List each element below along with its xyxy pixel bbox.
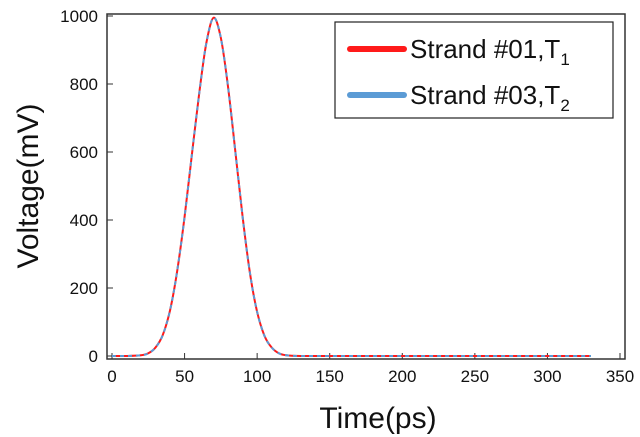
x-tick-label: 300 <box>533 367 561 386</box>
y-axis-title: Voltage(mV) <box>12 103 45 268</box>
y-tick-label: 800 <box>70 75 98 94</box>
legend: Strand #01,T1 Strand #03,T2 <box>334 21 614 119</box>
y-tick-label: 200 <box>70 279 98 298</box>
x-tick-label: 0 <box>107 367 116 386</box>
x-tick-label: 250 <box>461 367 489 386</box>
x-axis-ticks: 0 50 100 150 200 250 300 350 <box>107 353 634 386</box>
series-layer <box>111 16 591 358</box>
x-axis-title: Time(ps) <box>319 402 436 435</box>
legend-box <box>334 21 614 119</box>
plot-frame <box>106 13 626 360</box>
x-tick-label: 350 <box>606 367 634 386</box>
y-tick-label: 1000 <box>60 7 98 26</box>
y-tick-label: 600 <box>70 143 98 162</box>
x-tick-label: 50 <box>175 367 194 386</box>
x-tick-label: 150 <box>316 367 344 386</box>
y-axis-ticks: 0 200 400 600 800 1000 <box>60 7 113 366</box>
legend-label-series-1: Strand #01,T1 <box>410 34 570 69</box>
legend-label-series-2: Strand #03,T2 <box>410 80 570 115</box>
series-line-2 <box>111 16 591 358</box>
x-tick-label: 200 <box>388 367 416 386</box>
y-tick-label: 400 <box>70 211 98 230</box>
x-tick-label: 100 <box>243 367 271 386</box>
y-tick-label: 0 <box>89 347 98 366</box>
